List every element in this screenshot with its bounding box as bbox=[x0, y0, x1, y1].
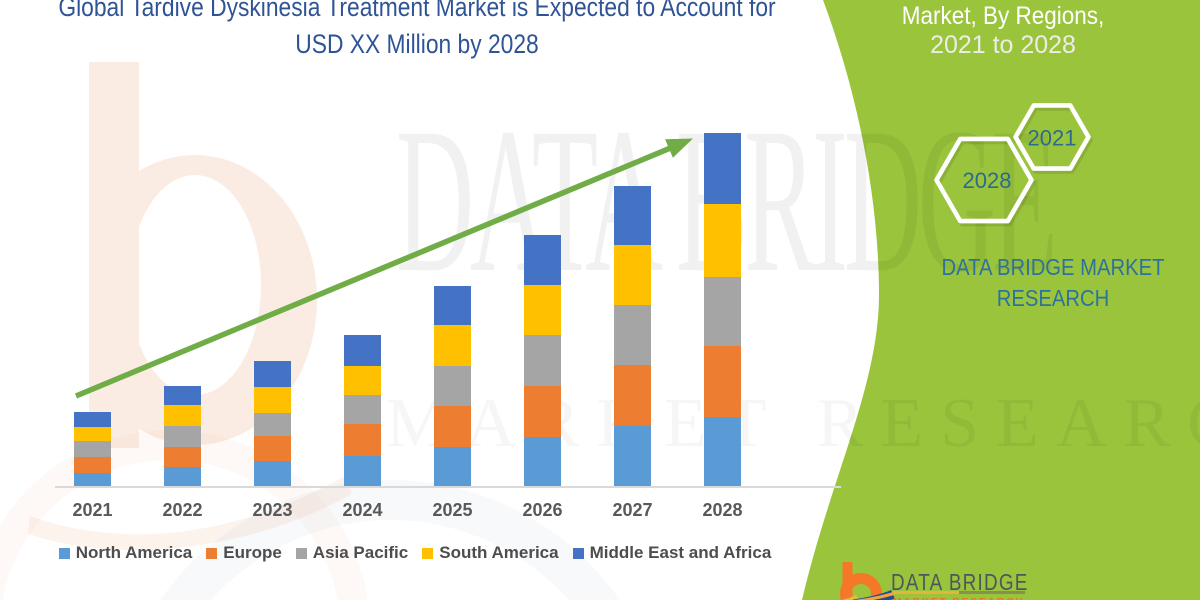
svg-text:2021: 2021 bbox=[1028, 126, 1077, 151]
svg-text:2028: 2028 bbox=[963, 168, 1012, 193]
